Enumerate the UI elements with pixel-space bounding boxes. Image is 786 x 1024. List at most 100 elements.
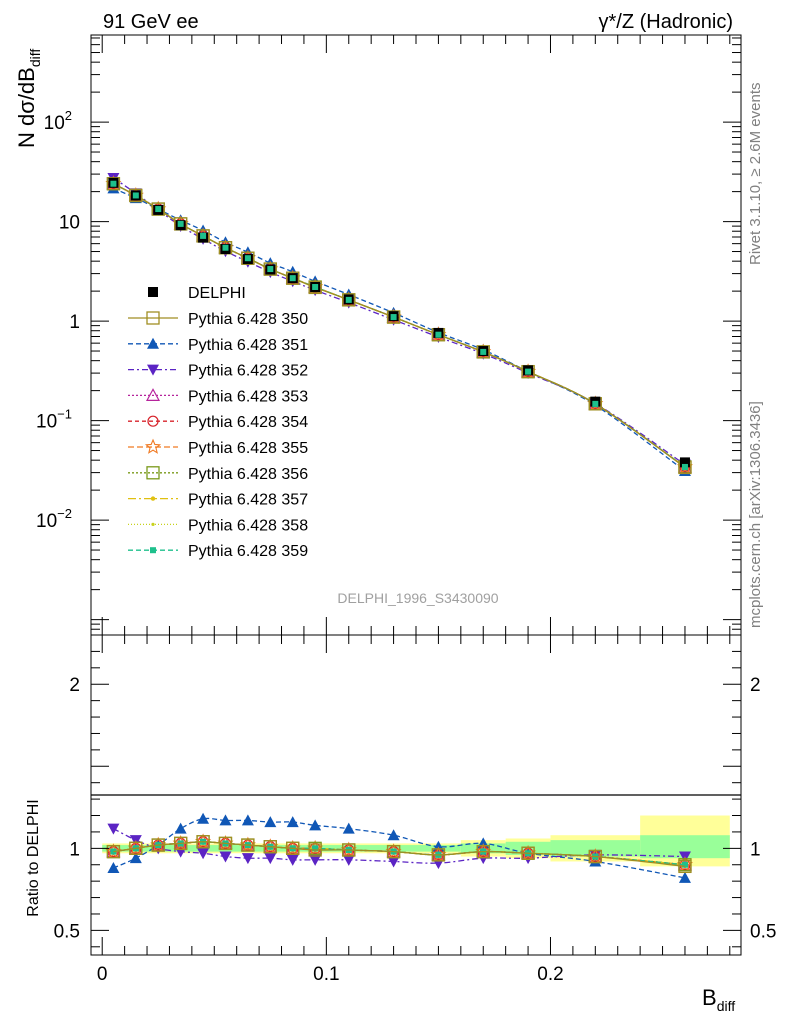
ratio-series-marker: [678, 871, 691, 883]
legend-label: Pythia 6.428 356: [188, 466, 308, 483]
legend-marker: [144, 438, 162, 454]
series-marker-overlay: [132, 192, 139, 199]
header-right-title: γ*/Z (Hadronic): [599, 11, 733, 33]
ratio-series-marker: [196, 835, 210, 849]
y-tick-label-base: 10: [36, 412, 57, 433]
ratio-series-marker: [385, 843, 402, 859]
ratio-series-marker: [340, 841, 357, 857]
ratio-series-marker: [475, 843, 492, 859]
legend: DELPHI Pythia 6.428 350 Pythia 6.428 351 Py…: [128, 285, 308, 560]
legend-label: Pythia 6.428 350: [188, 311, 308, 328]
header-left-title: 91 GeV ee: [103, 11, 199, 33]
ratio-series-line: [113, 841, 686, 868]
ratio-series-marker: [241, 853, 254, 865]
series-marker: [241, 251, 255, 265]
series-marker-overlay: [155, 206, 162, 213]
ratio-series-marker: [172, 834, 189, 851]
ratio-panel: 0 0.1 0.2 0.5 0.5 1 1 2 2 Ratio to DELPHI: [25, 634, 776, 985]
ratio-series-marker: [241, 838, 255, 852]
series-marker: [129, 188, 143, 203]
legend-marker: [151, 522, 155, 527]
ratio-series-marker: [195, 833, 212, 849]
data-points-group: [108, 177, 690, 470]
y-axis-title: N dσ/dBdiff: [14, 49, 43, 148]
ratio-series-marker: [431, 848, 446, 862]
ratio-series-marker: [197, 848, 210, 860]
ratio-series-marker: [312, 845, 319, 852]
ratio-series-marker: [219, 851, 232, 863]
rivet-version-label: Rivet 3.1.10, ≥ 2.6M events: [747, 83, 764, 266]
y-tick-label-base: 10: [59, 213, 80, 234]
legend-marker: [147, 415, 159, 427]
series-marker: [476, 345, 490, 359]
y-tick-label-base: 10: [44, 113, 65, 134]
series-marker-overlay: [267, 266, 274, 273]
ratio-series-marker: [106, 844, 121, 859]
ratio-series-marker: [130, 842, 142, 854]
ratio-tick-label-right: 1: [750, 839, 761, 860]
ratio-series-marker: [263, 840, 277, 854]
series-marker-overlay: [312, 284, 319, 291]
series-marker: [151, 202, 165, 216]
ratio-series-marker: [107, 862, 120, 874]
x-axis-title-subscript: diff: [717, 998, 736, 1014]
legend-marker: [146, 311, 160, 325]
x-tick-label: 0.2: [537, 964, 563, 985]
y-tick-label: 10−2: [36, 506, 72, 532]
legend-label: Pythia 6.428 352: [188, 363, 308, 380]
ratio-series-marker: [308, 843, 322, 857]
legend-marker: [145, 388, 161, 401]
ratio-series-marker: [151, 838, 165, 852]
ratio-series-marker: [129, 841, 143, 855]
legend-label: Pythia 6.428 353: [188, 388, 308, 405]
ratio-series-marker: [521, 846, 535, 860]
ratio-series-marker: [264, 816, 277, 828]
ratio-series-marker: [127, 839, 144, 856]
ratio-series-marker: [262, 838, 279, 854]
y-tick-label: 102: [44, 108, 72, 134]
series-marker-overlay: [110, 180, 117, 187]
analysis-label: DELPHI_1996_S3430090: [337, 590, 498, 606]
ratio-series-marker: [105, 843, 122, 859]
x-tick-label: 0.1: [313, 964, 339, 985]
series-marker-overlay: [289, 275, 296, 282]
series-marker-overlay: [177, 220, 184, 227]
ratio-series-marker: [264, 853, 277, 865]
series-marker: [308, 280, 322, 295]
ratio-series-marker: [520, 844, 537, 861]
series-marker-overlay: [222, 244, 229, 251]
ratio-tick-label-right: 2: [750, 675, 761, 696]
y-tick-label: 10−1: [36, 407, 72, 433]
y-tick-label-exponent: −1: [57, 407, 72, 422]
ratio-series-marker: [386, 844, 401, 859]
ratio-series-marker: [107, 823, 120, 835]
ratio-series-marker: [217, 834, 234, 851]
y-tick-label: 1: [69, 312, 80, 333]
data-point: [679, 457, 690, 468]
series-marker: [107, 182, 120, 194]
series-marker-overlay: [345, 296, 352, 303]
ratio-series-marker: [342, 822, 355, 834]
ratio-series-group: [105, 812, 693, 883]
ratio-series-marker: [174, 836, 188, 851]
ratio-series-marker: [174, 822, 187, 834]
series-marker-overlay: [390, 314, 397, 321]
mcplots-label: mcplots.cern.ch [arXiv:1306.3436]: [747, 401, 764, 628]
ratio-y-axis-title: Ratio to DELPHI: [25, 799, 42, 916]
ratio-series-marker: [218, 836, 233, 851]
series-marker: [386, 310, 401, 324]
ratio-series-marker: [588, 849, 602, 864]
y-tick-label: 10: [59, 213, 80, 234]
x-axis-title: Bdiff: [702, 985, 735, 1014]
legend-label: DELPHI: [188, 285, 246, 302]
ratio-series-marker: [219, 814, 232, 826]
legend-label: Pythia 6.428 354: [188, 414, 308, 431]
y-tick-label-exponent: −2: [57, 506, 72, 521]
series-marker-overlay: [200, 232, 207, 239]
ratio-series-marker: [129, 852, 142, 864]
ratio-series-marker: [107, 846, 120, 858]
ratio-series-marker: [309, 819, 322, 831]
ratio-series-marker: [430, 846, 447, 862]
